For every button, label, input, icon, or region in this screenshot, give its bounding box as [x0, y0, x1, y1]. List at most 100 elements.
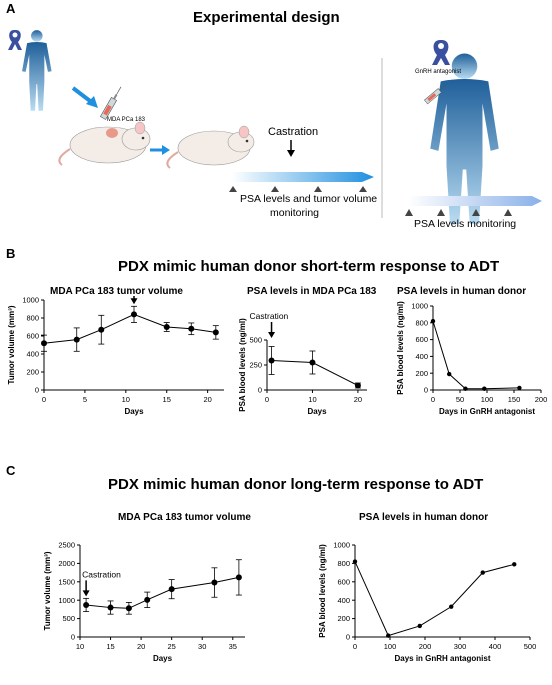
x-tick-label: 100 [384, 642, 397, 651]
y-tick-label: 600 [415, 335, 428, 344]
x-axis-label: Days [124, 407, 144, 416]
arrow-mouse-to-mouse-icon [150, 145, 170, 155]
x-tick-label: 20 [354, 395, 362, 404]
arrow-human-to-mouse-icon [71, 86, 98, 108]
human-timeline-icon [405, 196, 542, 216]
y-tick-label: 400 [337, 596, 350, 605]
donor-human-icon [22, 30, 52, 111]
x-tick-label: 200 [419, 642, 432, 651]
y-tick-label: 2000 [58, 559, 75, 568]
y-tick-label: 0 [258, 386, 262, 395]
x-tick-label: 30 [198, 642, 206, 651]
data-point [417, 623, 422, 629]
series-line [354, 561, 515, 637]
gnrh-label: GnRH antagonist [415, 69, 462, 75]
data-point [354, 382, 361, 389]
data-point [482, 386, 487, 391]
data-point [125, 605, 132, 612]
x-tick-label: 400 [489, 642, 502, 651]
y-tick-label: 250 [249, 361, 262, 370]
castration-arrowhead [130, 298, 138, 305]
y-tick-label: 0 [71, 633, 75, 642]
timeline-text-1: PSA levels and tumor volume [240, 193, 378, 205]
y-axis-label: Tumor volume (mm³) [7, 305, 16, 384]
y-tick-label: 400 [26, 350, 39, 359]
y-tick-label: 200 [415, 369, 428, 378]
x-tick-label: 100 [481, 395, 494, 404]
patient-human-icon [430, 53, 499, 224]
data-point [41, 340, 47, 347]
timeline-text-2: monitoring [270, 207, 320, 219]
y-tick-label: 0 [35, 386, 39, 395]
castration-label: Castration [268, 126, 319, 138]
chart-c1: 0 500 1000 1500 2000 2500 10 15 20 25 30 35 Days Tumo… [43, 541, 245, 663]
y-axis-label: Tumor volume (mm³) [43, 551, 52, 630]
x-axis-label: Days in GnRH antagonist [439, 407, 535, 416]
x-tick-label: 15 [163, 395, 171, 404]
y-tick-label: 0 [346, 633, 350, 642]
castration-annotation: Castration [82, 569, 121, 579]
x-tick-label: 20 [203, 395, 211, 404]
ribbon-icon-2 [432, 40, 450, 65]
y-tick-label: 200 [26, 368, 39, 377]
y-tick-label: 500 [249, 336, 262, 345]
data-point [352, 559, 358, 564]
y-tick-label: 1000 [58, 596, 75, 605]
x-tick-label: 0 [265, 395, 269, 404]
gnrh-syringe-icon [424, 85, 447, 105]
data-point [212, 329, 219, 336]
castration-arrowhead [268, 332, 276, 338]
y-axis-label: PSA blood levels (ng/ml) [238, 318, 247, 412]
x-tick-label: 10 [76, 642, 84, 651]
y-tick-label: 1000 [22, 296, 39, 305]
y-tick-label: 800 [337, 559, 350, 568]
experimental-design-illustration [8, 30, 542, 224]
y-tick-label: 800 [415, 318, 428, 327]
x-axis-label: Days [307, 407, 327, 416]
x-tick-label: 500 [524, 642, 537, 651]
y-tick-label: 400 [415, 352, 428, 361]
x-tick-label: 150 [508, 395, 521, 404]
chart-b1-title: MDA PCa 183 tumor volume [50, 286, 183, 297]
data-point [268, 357, 275, 364]
panel-c-title: PDX mimic human donor long-term response… [108, 476, 484, 493]
data-point [83, 601, 90, 608]
data-point [449, 604, 454, 609]
chart-c2: 0 200 400 600 800 1000 0 100 200 300 400 500 Days in… [318, 541, 537, 663]
x-tick-label: 35 [229, 642, 237, 651]
x-tick-label: 50 [456, 395, 464, 404]
data-point [235, 574, 242, 581]
human-timeline-text: PSA levels monitoring [414, 218, 517, 230]
data-point [463, 386, 468, 391]
y-tick-label: 0 [424, 386, 428, 395]
data-point [430, 318, 436, 324]
data-point [144, 596, 151, 603]
data-point [107, 604, 114, 611]
data-point [386, 633, 391, 638]
y-tick-label: 600 [26, 332, 39, 341]
panel-a-title: Experimental design [193, 9, 340, 26]
x-tick-label: 20 [137, 642, 145, 651]
y-axis-label: PSA blood levels (ng/ml) [396, 301, 405, 395]
y-tick-label: 1500 [58, 577, 75, 586]
y-tick-label: 200 [337, 614, 350, 623]
panel-b-title: PDX mimic human donor short-term respons… [118, 258, 500, 275]
y-tick-label: 1000 [333, 541, 350, 550]
mouse-timeline-icon [229, 172, 374, 192]
y-tick-label: 500 [62, 614, 75, 623]
x-tick-label: 0 [431, 395, 435, 404]
y-tick-label: 1000 [411, 302, 428, 311]
chart-b1: 0 200 400 600 800 1000 0 5 10 15 20 Days Tumor volum… [7, 296, 224, 416]
x-tick-label: 10 [122, 395, 130, 404]
data-point [517, 385, 522, 391]
panel-c-letter: C [6, 463, 16, 478]
data-point [447, 371, 452, 377]
y-axis-label: PSA blood levels (ng/ml) [318, 544, 327, 638]
data-point [131, 311, 137, 318]
x-tick-label: 200 [535, 395, 548, 404]
chart-b2: 0 250 500 0 10 20 Days PSA blood levels (ng/ml)… [238, 311, 367, 416]
syringe-icon [99, 86, 122, 120]
x-axis-label: Days in GnRH antagonist [394, 654, 490, 663]
panel-b-letter: B [6, 246, 16, 261]
